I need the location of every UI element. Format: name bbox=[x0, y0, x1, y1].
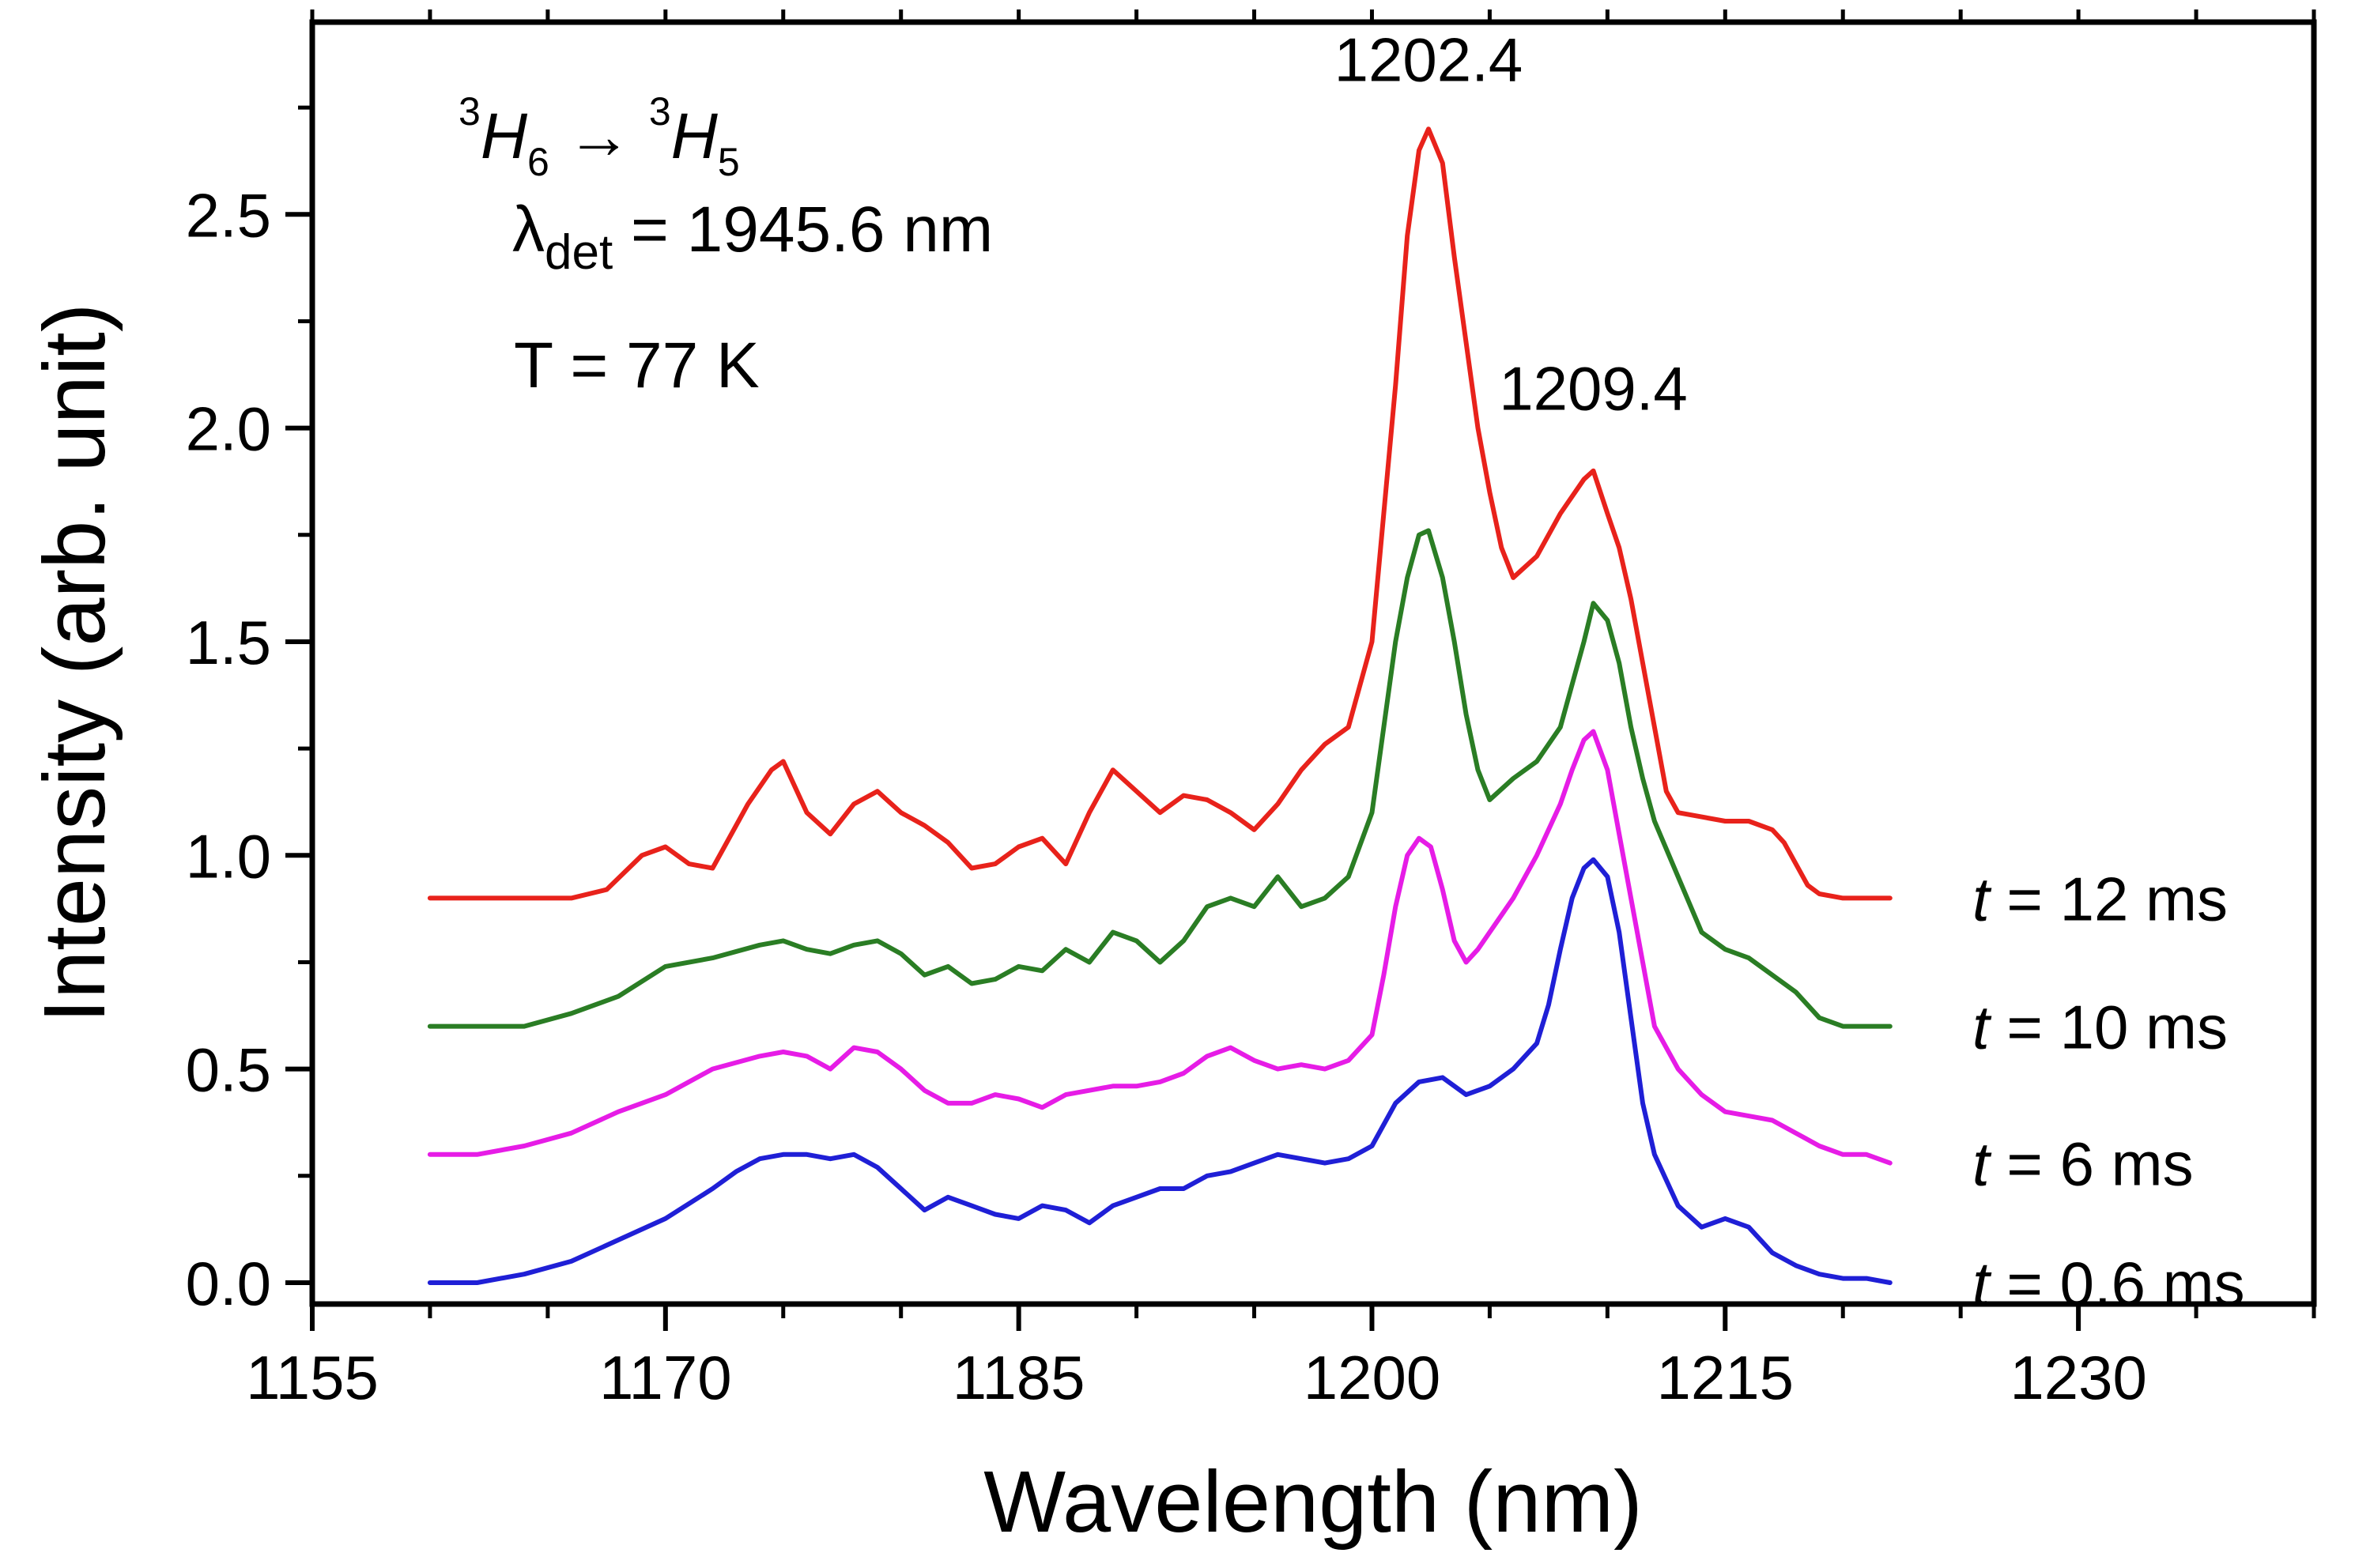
series-label: t = 10 ms bbox=[1972, 993, 2228, 1062]
transition-arrow: → bbox=[567, 100, 632, 172]
series-label: t = 12 ms bbox=[1972, 864, 2228, 933]
x-tick-label: 1215 bbox=[1657, 1343, 1795, 1412]
x-tick-label: 1200 bbox=[1304, 1343, 1441, 1412]
peak-annotation: 1209.4 bbox=[1499, 354, 1688, 424]
transition-lower-sub: 6 bbox=[527, 140, 549, 184]
plot-frame bbox=[309, 19, 2317, 1307]
x-tick-label: 1155 bbox=[246, 1343, 379, 1412]
x-tick-label: 1185 bbox=[953, 1343, 1085, 1412]
y-tick-label: 1.0 bbox=[186, 821, 271, 891]
y-tick-label: 2.5 bbox=[186, 180, 271, 250]
transition-upper-main: H bbox=[671, 100, 719, 172]
ticks-layer: 1155 1170 1185 1200 1215 1230 0.0 0.5 1.0 1.5 2.0 2… bbox=[186, 9, 2316, 1412]
y-tick-label: 0.0 bbox=[186, 1249, 271, 1318]
series-line-t-10-ms bbox=[427, 528, 1893, 1029]
transition-upper-sub: 5 bbox=[718, 140, 740, 184]
detection-sub: det bbox=[545, 225, 613, 280]
transition-lower-sup: 3 bbox=[459, 89, 481, 134]
x-tick-label: 1230 bbox=[2010, 1343, 2147, 1412]
transition-lower-main: H bbox=[481, 100, 528, 172]
temperature-label: T = 77 K bbox=[514, 330, 760, 401]
series-label: t = 0.6 ms bbox=[1972, 1249, 2245, 1318]
series-line-t-12-ms bbox=[427, 126, 1893, 901]
detection-label: λdet = 1945.6 nm bbox=[512, 194, 993, 280]
y-axis-title: Intensity (arb. unit) bbox=[26, 303, 123, 1023]
series-layer bbox=[427, 126, 1893, 1285]
x-axis-title: Wavelength (nm) bbox=[983, 1453, 1642, 1551]
transition-upper-sup: 3 bbox=[649, 89, 671, 134]
y-tick-label: 0.5 bbox=[186, 1035, 271, 1105]
labels-layer: t = 12 ms t = 10 ms t = 6 ms t = 0.6 ms 1202… bbox=[1334, 24, 2245, 1318]
x-tick-label: 1170 bbox=[599, 1343, 732, 1412]
y-tick-label: 1.5 bbox=[186, 608, 271, 677]
series-line-t-0-6-ms bbox=[427, 857, 1893, 1285]
detection-value: = 1945.6 nm bbox=[613, 194, 993, 266]
y-tick-label: 2.0 bbox=[186, 394, 271, 464]
series-line-t-6-ms bbox=[427, 729, 1893, 1166]
peak-annotation: 1202.4 bbox=[1334, 24, 1523, 94]
transition-label: 3H6 → 3H5 bbox=[459, 89, 740, 184]
detection-symbol: λ bbox=[512, 194, 545, 266]
series-label: t = 6 ms bbox=[1972, 1129, 2194, 1199]
svg-text:λdet = 1945.6 nm: λdet = 1945.6 nm bbox=[512, 194, 993, 280]
svg-text:3H6→3H5: 3H6 → 3H5 bbox=[459, 89, 740, 184]
